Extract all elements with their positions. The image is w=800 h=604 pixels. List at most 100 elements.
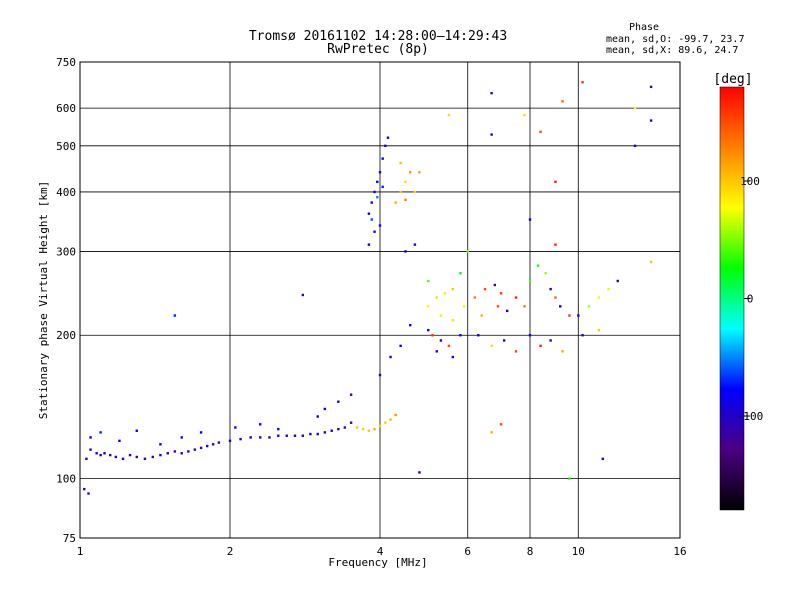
data-point: [477, 334, 480, 337]
data-point: [435, 296, 438, 299]
data-point: [343, 426, 347, 429]
data-point: [239, 437, 242, 441]
data-point: [384, 421, 387, 424]
data-point: [349, 421, 353, 424]
data-point: [483, 287, 487, 291]
data-point: [496, 305, 500, 308]
data-point: [370, 201, 373, 204]
data-point: [361, 427, 365, 431]
data-point: [394, 201, 397, 204]
grid-lines: [80, 62, 680, 538]
x-tick-label: 10: [572, 545, 585, 558]
data-point: [409, 323, 412, 327]
data-point: [473, 296, 477, 299]
data-point: [607, 287, 610, 291]
x-tick-label: 1: [77, 545, 84, 558]
data-point: [409, 171, 412, 174]
data-point: [199, 431, 203, 434]
y-tick-label: 400: [56, 186, 76, 199]
data-point: [459, 272, 462, 275]
data-point: [435, 350, 438, 353]
data-point: [404, 198, 407, 202]
data-point: [399, 161, 402, 165]
data-point: [514, 296, 518, 299]
phase-box-title: Phase: [629, 22, 659, 33]
data-point: [234, 426, 237, 429]
data-point: [135, 429, 138, 432]
data-point: [597, 296, 601, 299]
y-tick-label: 600: [56, 102, 76, 115]
data-point: [536, 264, 540, 267]
colorbar-ticks: 100 0 -100: [737, 175, 764, 423]
data-point: [367, 212, 371, 215]
data-point: [259, 423, 262, 426]
data-point: [173, 450, 177, 453]
data-point: [228, 439, 232, 443]
x-tick-label: 4: [377, 545, 384, 558]
data-point: [587, 305, 591, 308]
data-point: [451, 287, 455, 291]
data-point: [549, 339, 552, 342]
y-tick-label: 200: [56, 329, 76, 342]
data-point: [523, 305, 526, 308]
data-point: [349, 393, 353, 396]
data-point: [367, 429, 371, 432]
colorbar-label: [deg]: [713, 72, 752, 87]
data-point: [135, 455, 138, 459]
data-point: [277, 427, 280, 431]
data-point: [451, 355, 455, 359]
data-point: [633, 106, 637, 110]
data-point: [490, 431, 493, 434]
data-point: [95, 452, 98, 455]
data-point: [539, 344, 542, 348]
data-point: [499, 292, 503, 295]
data-point: [173, 314, 177, 317]
data-point: [337, 400, 340, 403]
data-point: [554, 243, 557, 246]
y-tick-label: 300: [56, 245, 76, 258]
data-point: [316, 432, 319, 436]
data-point: [568, 477, 571, 480]
data-point: [418, 471, 421, 474]
data-point: [285, 434, 288, 437]
data-point: [399, 190, 402, 194]
data-point: [376, 195, 379, 199]
data-point: [404, 180, 407, 184]
phase-box-line-o: mean, sd,O: -99.7, 23.7: [606, 34, 744, 45]
data-point: [439, 314, 443, 317]
data-point: [544, 272, 547, 275]
data-point: [217, 441, 221, 444]
data-point: [447, 344, 451, 348]
data-point: [309, 432, 312, 436]
data-point: [568, 314, 571, 317]
data-point: [159, 453, 162, 457]
data-point: [427, 279, 430, 283]
data-point: [381, 157, 384, 160]
data-point: [373, 230, 376, 233]
data-point: [554, 296, 557, 299]
data-point: [649, 119, 653, 122]
x-tick-label: 2: [227, 545, 234, 558]
data-point: [597, 328, 601, 332]
x-tick-label: 6: [464, 545, 471, 558]
data-point: [87, 492, 90, 495]
data-point: [211, 443, 215, 446]
data-point: [539, 130, 542, 134]
data-point: [427, 328, 430, 332]
data-point: [128, 453, 132, 457]
data-point: [376, 180, 379, 184]
data-point: [443, 292, 447, 295]
data-point: [378, 424, 382, 428]
data-point: [447, 113, 451, 117]
data-point: [316, 415, 319, 418]
data-point: [399, 344, 402, 348]
data-point: [528, 334, 532, 337]
data-point: [367, 243, 371, 246]
data-point: [249, 436, 252, 439]
data-point: [118, 439, 121, 443]
data-point: [554, 180, 557, 184]
data-point: [277, 434, 280, 437]
axis-ticks: 1 2 4 6 8 10 16 75 100 200 300 400 500 600 750: [56, 56, 687, 558]
data-point: [89, 436, 92, 439]
